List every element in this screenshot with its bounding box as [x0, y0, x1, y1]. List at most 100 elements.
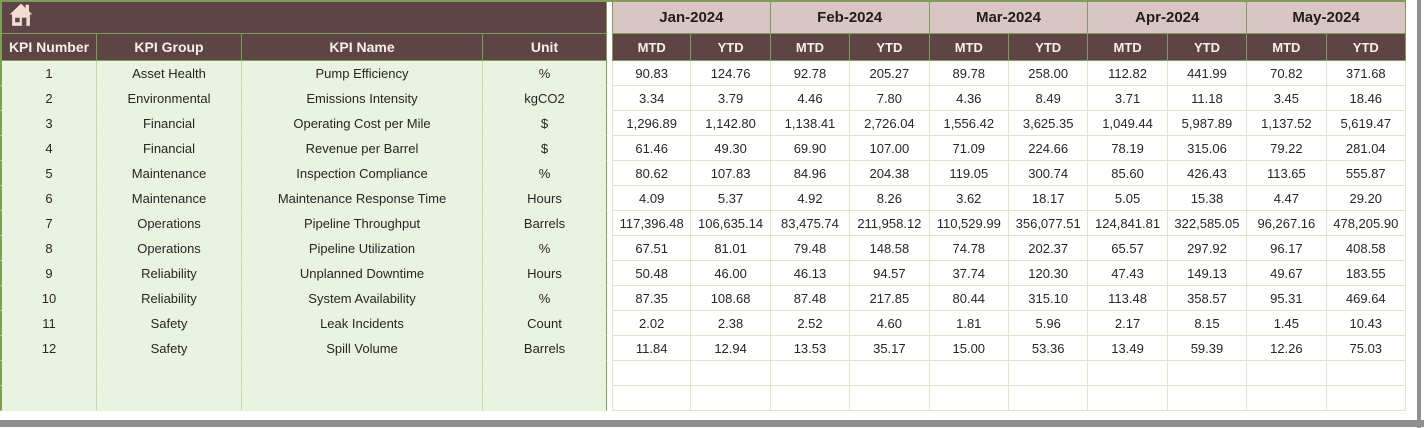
cell-value[interactable]: 408.58 — [1326, 236, 1406, 261]
cell-unit[interactable]: $ — [483, 136, 607, 161]
cell-unit[interactable]: % — [483, 161, 607, 186]
cell-kpi-number[interactable]: 8 — [0, 236, 97, 261]
cell-kpi-number[interactable]: 6 — [0, 186, 97, 211]
cell-kpi-group[interactable]: Financial — [97, 111, 242, 136]
cell-value[interactable]: 5.96 — [1008, 311, 1089, 336]
cell-kpi-number[interactable]: 10 — [0, 286, 97, 311]
cell-value[interactable] — [1247, 361, 1327, 386]
cell-kpi-number[interactable]: 2 — [0, 86, 97, 111]
cell-value[interactable]: 5.37 — [691, 186, 771, 211]
cell-value[interactable]: 8.49 — [1008, 86, 1089, 111]
cell-value[interactable]: 78.19 — [1088, 136, 1168, 161]
cell-value[interactable]: 69.90 — [770, 136, 851, 161]
cell-value[interactable]: 107.00 — [850, 136, 930, 161]
cell-value[interactable]: 1,296.89 — [612, 111, 692, 136]
cell-value[interactable] — [1008, 361, 1089, 386]
cell-value[interactable] — [1167, 386, 1248, 411]
cell-value[interactable]: 2,726.04 — [850, 111, 930, 136]
cell-value[interactable]: 117,396.48 — [612, 211, 692, 236]
cell-value[interactable] — [1088, 361, 1168, 386]
cell-value[interactable]: 224.66 — [1008, 136, 1089, 161]
cell-value[interactable]: 3.71 — [1088, 86, 1168, 111]
cell-value[interactable] — [770, 386, 851, 411]
cell-kpi-group[interactable]: Operations — [97, 236, 242, 261]
cell-kpi-group[interactable]: Financial — [97, 136, 242, 161]
cell-value[interactable]: 441.99 — [1167, 61, 1248, 86]
cell-kpi-name[interactable]: Maintenance Response Time — [242, 186, 483, 211]
cell-kpi-number[interactable]: 3 — [0, 111, 97, 136]
cell-value[interactable]: 1.45 — [1247, 311, 1327, 336]
cell-value[interactable]: 3.45 — [1247, 86, 1327, 111]
cell-unit[interactable]: $ — [483, 111, 607, 136]
cell-value[interactable]: 85.60 — [1088, 161, 1168, 186]
cell-value[interactable]: 12.94 — [691, 336, 771, 361]
cell-value[interactable]: 478,205.90 — [1326, 211, 1406, 236]
cell-kpi-name[interactable]: Pipeline Throughput — [242, 211, 483, 236]
cell-kpi-group[interactable]: Maintenance — [97, 186, 242, 211]
cell-unit[interactable]: Barrels — [483, 336, 607, 361]
cell-value[interactable]: 2.52 — [770, 311, 851, 336]
cell-value[interactable]: 106,635.14 — [691, 211, 771, 236]
cell-value[interactable]: 1,142.80 — [691, 111, 771, 136]
cell-unit[interactable]: % — [483, 61, 607, 86]
cell-value[interactable]: 18.46 — [1326, 86, 1406, 111]
cell-value[interactable]: 148.58 — [850, 236, 930, 261]
cell-value[interactable] — [691, 361, 771, 386]
cell-kpi-name[interactable]: Leak Incidents — [242, 311, 483, 336]
cell-value[interactable]: 2.38 — [691, 311, 771, 336]
cell-value[interactable]: 67.51 — [612, 236, 692, 261]
cell-kpi-number[interactable]: 4 — [0, 136, 97, 161]
cell-value[interactable]: 211,958.12 — [850, 211, 930, 236]
cell-kpi-name[interactable]: Pipeline Utilization — [242, 236, 483, 261]
cell-value[interactable]: 149.13 — [1167, 261, 1248, 286]
cell-value[interactable] — [770, 361, 851, 386]
cell-value[interactable]: 80.44 — [929, 286, 1009, 311]
cell-value[interactable] — [929, 386, 1009, 411]
cell-value[interactable]: 65.57 — [1088, 236, 1168, 261]
home-button[interactable] — [8, 2, 34, 28]
cell-value[interactable]: 4.47 — [1247, 186, 1327, 211]
cell-value[interactable]: 315.06 — [1167, 136, 1248, 161]
cell-value[interactable]: 83,475.74 — [770, 211, 851, 236]
cell-value[interactable]: 94.57 — [850, 261, 930, 286]
cell-value[interactable]: 297.92 — [1167, 236, 1248, 261]
cell-value[interactable]: 371.68 — [1326, 61, 1406, 86]
cell-value[interactable] — [850, 386, 930, 411]
cell-value[interactable] — [1326, 361, 1406, 386]
cell-value[interactable]: 10.43 — [1326, 311, 1406, 336]
cell-value[interactable]: 469.64 — [1326, 286, 1406, 311]
cell-value[interactable]: 47.43 — [1088, 261, 1168, 286]
cell-value[interactable]: 53.36 — [1008, 336, 1089, 361]
cell-value[interactable]: 555.87 — [1326, 161, 1406, 186]
cell-value[interactable]: 258.00 — [1008, 61, 1089, 86]
cell-value[interactable]: 49.67 — [1247, 261, 1327, 286]
cell-value[interactable]: 8.15 — [1167, 311, 1248, 336]
cell-value[interactable]: 96,267.16 — [1247, 211, 1327, 236]
cell-value[interactable]: 95.31 — [1247, 286, 1327, 311]
cell-value[interactable]: 281.04 — [1326, 136, 1406, 161]
cell-value[interactable] — [612, 386, 692, 411]
cell-value[interactable]: 84.96 — [770, 161, 851, 186]
cell-unit[interactable] — [483, 361, 607, 386]
cell-value[interactable] — [691, 386, 771, 411]
cell-value[interactable]: 204.38 — [850, 161, 930, 186]
cell-kpi-group[interactable]: Operations — [97, 211, 242, 236]
cell-kpi-group[interactable]: Reliability — [97, 261, 242, 286]
cell-value[interactable]: 37.74 — [929, 261, 1009, 286]
cell-value[interactable] — [612, 361, 692, 386]
cell-kpi-number[interactable] — [0, 361, 97, 386]
cell-kpi-number[interactable]: 7 — [0, 211, 97, 236]
cell-value[interactable] — [1167, 361, 1248, 386]
cell-kpi-number[interactable]: 12 — [0, 336, 97, 361]
cell-kpi-name[interactable]: Revenue per Barrel — [242, 136, 483, 161]
cell-kpi-group[interactable]: Maintenance — [97, 161, 242, 186]
cell-value[interactable]: 205.27 — [850, 61, 930, 86]
cell-kpi-name[interactable]: System Availability — [242, 286, 483, 311]
cell-value[interactable]: 46.13 — [770, 261, 851, 286]
cell-value[interactable]: 4.09 — [612, 186, 692, 211]
cell-value[interactable] — [1326, 386, 1406, 411]
cell-kpi-group[interactable] — [97, 361, 242, 386]
cell-value[interactable]: 71.09 — [929, 136, 1009, 161]
cell-kpi-group[interactable] — [97, 386, 242, 411]
cell-value[interactable]: 300.74 — [1008, 161, 1089, 186]
